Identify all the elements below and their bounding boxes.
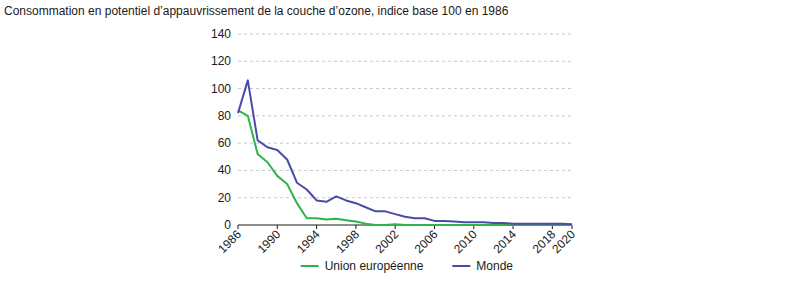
x-tick-label: 2014 [490, 227, 519, 256]
x-tick-label: 1990 [255, 227, 284, 256]
y-tick-label: 80 [218, 109, 232, 123]
chart: Consommation en potentiel d’appauvrissem… [0, 0, 788, 290]
grid-line [238, 170, 572, 171]
legend-label: Union européenne [325, 259, 424, 273]
grid-line [238, 88, 572, 89]
grid-line [238, 197, 572, 198]
x-tick [238, 225, 239, 229]
series-line [238, 80, 572, 224]
x-tick-label: 2002 [373, 227, 402, 256]
x-tick [316, 225, 317, 229]
grid-line [238, 115, 572, 116]
y-tick-label: 140 [211, 27, 231, 41]
grid-line [238, 61, 572, 62]
x-tick [395, 225, 396, 229]
x-tick-label: 1998 [333, 227, 362, 256]
x-tick-label: 2020 [549, 227, 578, 256]
legend-label: Monde [476, 259, 513, 273]
x-tick [355, 225, 356, 229]
y-tick-label: 40 [218, 163, 232, 177]
grid-line [238, 143, 572, 144]
legend-swatch [301, 265, 319, 267]
legend: Union européenne Monde [301, 259, 514, 273]
x-tick [277, 225, 278, 229]
x-tick-label: 2010 [451, 227, 480, 256]
grid-line [238, 34, 572, 35]
y-tick-label: 120 [211, 54, 231, 68]
y-tick-label: 60 [218, 136, 232, 150]
legend-swatch [452, 265, 470, 267]
plot-area [238, 80, 572, 225]
y-tick-label: 100 [211, 82, 231, 96]
y-tick-label: 20 [218, 191, 232, 205]
x-tick-label: 2006 [412, 227, 441, 256]
title: Consommation en potentiel d’appauvrissem… [4, 4, 509, 18]
x-tick-label: 1986 [215, 227, 244, 256]
series-line [238, 110, 572, 225]
x-tick-label: 1994 [294, 227, 323, 256]
